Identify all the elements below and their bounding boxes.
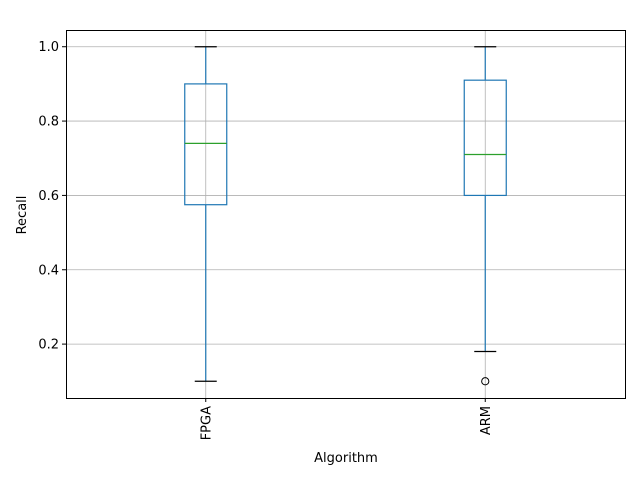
y-tick-label: 0.4 [38, 263, 59, 278]
y-tick-label: 1.0 [38, 40, 59, 55]
y-tick-label: 0.6 [38, 189, 59, 204]
y-tick-label: 0.8 [38, 115, 59, 130]
x-axis-label: Algorithm [314, 451, 378, 466]
x-axis: FPGA ARM [199, 398, 494, 440]
y-axis: 0.2 0.4 0.6 0.8 1.0 [38, 40, 66, 353]
x-tick-label: FPGA [199, 406, 214, 440]
plot-area-frame [66, 30, 626, 399]
box-iqr [184, 83, 228, 206]
grid-lines [66, 30, 625, 398]
box-group-arm [463, 46, 507, 386]
box-group-fpga [184, 46, 228, 382]
box-iqr [463, 79, 507, 197]
x-tick-label: ARM [479, 406, 494, 435]
outlier-point [481, 377, 490, 386]
box-plot-series [184, 46, 507, 386]
y-tick-label: 0.2 [38, 338, 59, 353]
y-axis-label: Recall [15, 196, 30, 235]
